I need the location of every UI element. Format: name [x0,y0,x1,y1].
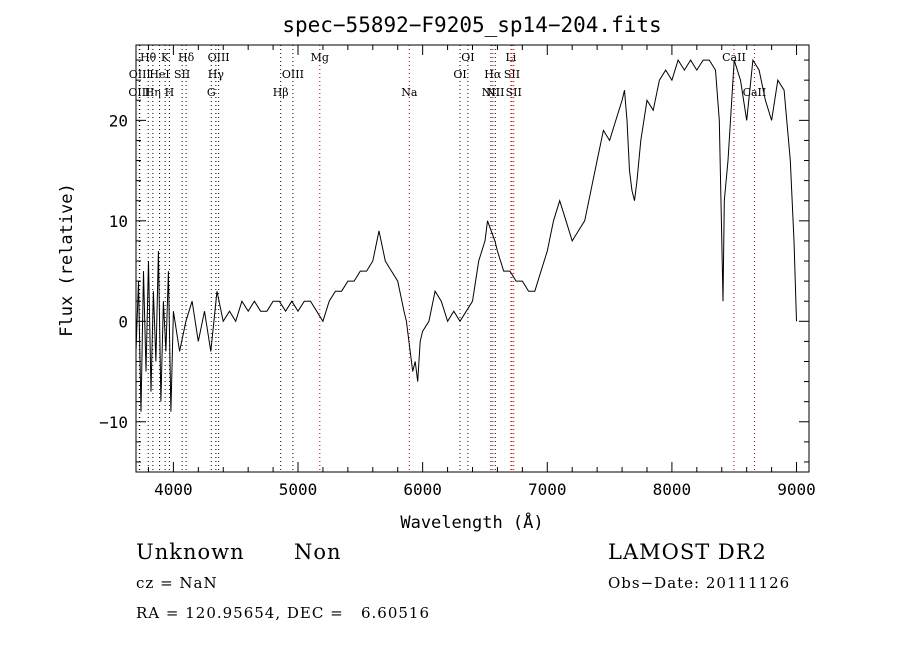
x-axis-label: Wavelength (Å) [400,511,543,533]
survey-label: LAMOST DR2 [608,540,767,564]
obs-date-label: Obs−Date: 20111126 [608,574,791,592]
y-axis-label: Flux (relative) [57,183,77,337]
x-tick-label: 4000 [154,480,193,499]
line-label: OIII [128,86,150,99]
x-tick-label: 8000 [653,480,692,499]
emission-line-markers: OIII OIII Hθ Hη HeI K H SII Hδ G Hγ OIII Hβ OIII Mg Na O… [128,45,766,472]
x-tick-label: 5000 [279,480,318,499]
line-label: OIII [129,68,151,81]
axis-tick-labels: 4000 5000 6000 7000 8000 9000 −10 0 10 20 [99,111,816,499]
line-label: Na [401,86,418,99]
y-tick-label: −10 [99,413,128,432]
axis-ticks [136,45,809,472]
line-label: K [161,51,170,64]
line-label: NII [486,86,504,99]
x-tick-label: 9000 [777,480,816,499]
line-label: H [165,86,175,99]
line-label: Hδ [178,51,195,64]
y-tick-label: 10 [109,212,128,231]
class-label: Unknown [136,540,245,564]
line-label: OIII [282,68,304,81]
y-tick-label: 0 [118,312,128,331]
line-label: HeI [149,68,169,81]
line-label: OIII [208,51,230,64]
line-label: Hβ [273,86,289,99]
line-label: Hα [484,68,502,81]
plot-frame [135,44,810,473]
chart-title: spec−55892−F9205_sp14−204.fits [282,13,661,37]
line-label: G [207,86,216,99]
subclass-label: Non [294,540,342,564]
line-label: SII [174,68,190,81]
line-label: OI [453,68,466,81]
line-label: OI [461,51,474,64]
line-label: Hη [145,86,161,99]
x-tick-label: 7000 [528,480,567,499]
redshift-label: cz = NaN [136,574,218,592]
line-label: Li [505,51,516,64]
line-label: Hγ [208,68,225,81]
x-tick-label: 6000 [403,480,442,499]
line-label: Mg [311,51,329,64]
line-label: CaII [743,86,767,99]
spectrum-line [135,58,797,412]
line-label: SII [506,86,522,99]
line-label: CaII [722,51,746,64]
y-tick-label: 20 [109,111,128,130]
line-label: SII [504,68,520,81]
line-label: Hθ [140,51,157,64]
coordinates-label: RA = 120.95654, DEC = 6.60516 [136,604,431,622]
